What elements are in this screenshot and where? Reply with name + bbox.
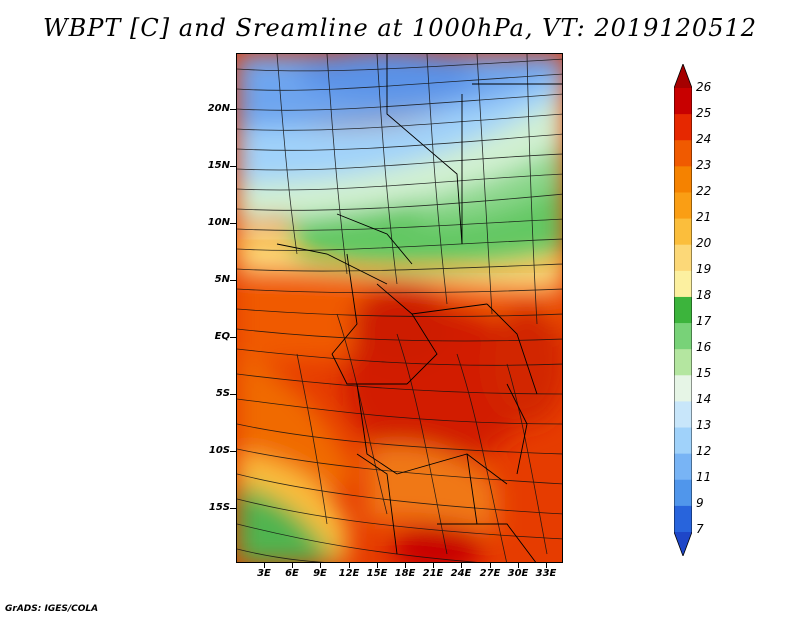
colorbar-segment <box>674 270 692 298</box>
lon-label-12e: 12E <box>338 568 360 579</box>
lat-label-5n: 5N <box>214 274 230 285</box>
lon-tick-27e <box>490 563 491 568</box>
colorbar-label-15: 15 <box>696 366 712 380</box>
colorbar-label-18: 18 <box>696 288 712 302</box>
lat-tick-20n <box>230 109 236 110</box>
lon-tick-3e <box>264 563 265 568</box>
wbpt-field <box>237 54 562 562</box>
colorbar <box>674 64 692 556</box>
lon-tick-9e <box>320 563 321 568</box>
lon-label-9e: 9E <box>313 568 327 579</box>
colorbar-label-7: 7 <box>696 522 704 536</box>
colorbar-segment <box>674 114 692 141</box>
lat-label-eq: EQ <box>214 331 230 342</box>
map-panel <box>236 53 563 563</box>
colorbar-label-20: 20 <box>696 236 712 250</box>
colorbar-segment <box>674 244 692 272</box>
lon-label-33e: 33E <box>535 568 557 579</box>
lon-label-21e: 21E <box>422 568 444 579</box>
colorbar-segment <box>674 140 692 167</box>
chart-title: WBPT [C] and Sreamline at 1000hPa, VT: 2… <box>42 14 758 42</box>
colorbar-label-12: 12 <box>696 444 712 458</box>
lat-tick-15n <box>230 166 236 167</box>
footer-credit: GrADS: IGES/COLA <box>5 604 99 614</box>
colorbar-label-17: 17 <box>696 314 712 328</box>
lat-tick-eq <box>230 337 236 338</box>
lat-label-15s: 15S <box>208 502 230 513</box>
country-borders <box>276 54 562 562</box>
lon-label-15e: 15E <box>366 568 388 579</box>
colorbar-label-21: 21 <box>696 210 712 224</box>
colorbar-label-19: 19 <box>696 262 712 276</box>
lon-label-18e: 18E <box>394 568 416 579</box>
colorbar-segment <box>674 323 692 350</box>
colorbar-segment <box>674 296 692 324</box>
colorbar-segment <box>674 349 692 376</box>
lon-tick-30e <box>518 563 519 568</box>
colorbar-cap-top <box>674 64 692 88</box>
colorbar-label-24: 24 <box>696 132 712 146</box>
lat-label-20n: 20N <box>207 103 230 114</box>
lat-tick-5n <box>230 280 236 281</box>
lon-label-3e: 3E <box>257 568 271 579</box>
colorbar-segment <box>674 479 692 507</box>
colorbar-segment <box>674 505 692 533</box>
colorbar-segment <box>674 88 692 115</box>
colorbar-label-13: 13 <box>696 418 712 432</box>
lon-label-6e: 6E <box>285 568 299 579</box>
lon-tick-18e <box>405 563 406 568</box>
colorbar-segment <box>674 401 692 429</box>
colorbar-label-16: 16 <box>696 340 712 354</box>
colorbar-label-26: 26 <box>696 80 712 94</box>
colorbar-segment <box>674 453 692 481</box>
colorbar-label-25: 25 <box>696 106 712 120</box>
lon-tick-6e <box>292 563 293 568</box>
lon-label-30e: 30E <box>507 568 529 579</box>
lon-tick-24e <box>461 563 462 568</box>
colorbar-segment <box>674 375 692 402</box>
lon-tick-12e <box>349 563 350 568</box>
lon-label-27e: 27E <box>479 568 501 579</box>
lat-label-10n: 10N <box>207 217 230 228</box>
lat-tick-10n <box>230 223 236 224</box>
lat-tick-10s <box>230 451 236 452</box>
lat-label-10s: 10S <box>208 445 230 456</box>
colorbar-label-9: 9 <box>696 496 704 510</box>
colorbar-segment <box>674 427 692 455</box>
colorbar-segment <box>674 218 692 246</box>
streamlines <box>237 54 562 562</box>
colorbar-segments <box>674 64 692 556</box>
lon-tick-21e <box>433 563 434 568</box>
colorbar-cap-bottom <box>674 532 692 556</box>
lat-label-15n: 15N <box>207 160 230 171</box>
lon-tick-15e <box>377 563 378 568</box>
colorbar-label-22: 22 <box>696 184 712 198</box>
colorbar-segment <box>674 166 692 193</box>
lat-tick-5s <box>230 394 236 395</box>
lon-label-24e: 24E <box>450 568 472 579</box>
colorbar-label-14: 14 <box>696 392 712 406</box>
colorbar-label-11: 11 <box>696 470 712 484</box>
colorbar-label-23: 23 <box>696 158 712 172</box>
lat-label-5s: 5S <box>215 388 230 399</box>
lon-tick-33e <box>546 563 547 568</box>
lat-tick-15s <box>230 508 236 509</box>
colorbar-segment <box>674 192 692 220</box>
